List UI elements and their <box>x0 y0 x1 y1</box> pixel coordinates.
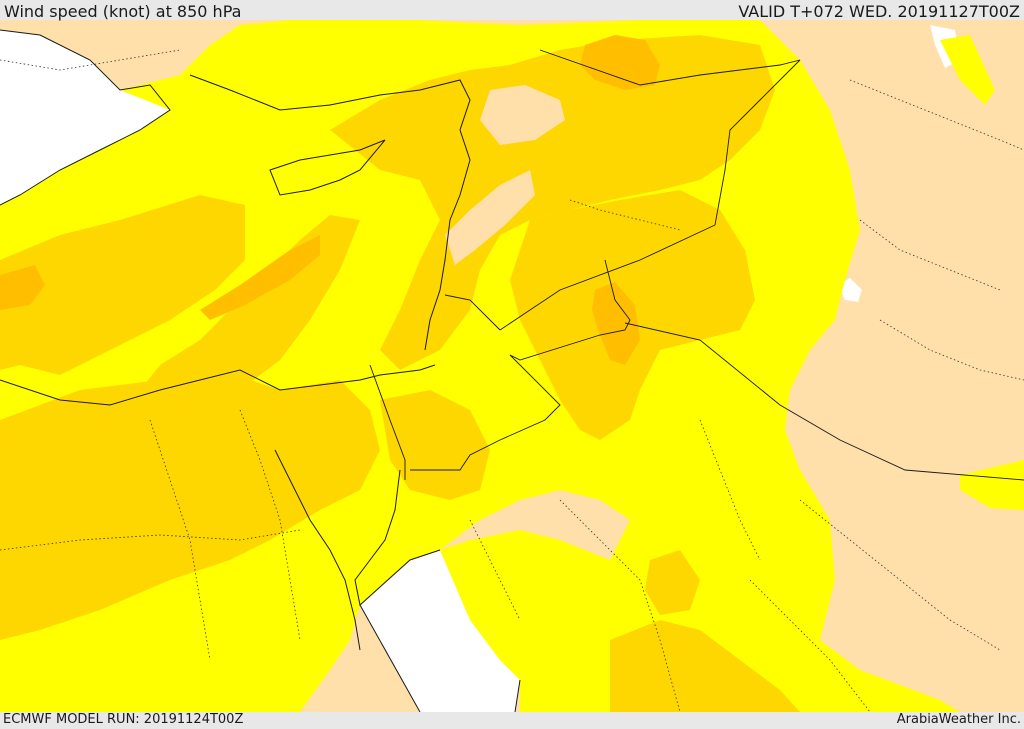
wind-band-yellow-east <box>960 460 1024 510</box>
sea-red-sea <box>360 550 520 712</box>
political-borders <box>369 49 1024 481</box>
wind-band-gold-pocket <box>645 550 700 615</box>
model-run-label: ECMWF MODEL RUN: 20191124T00Z <box>3 712 244 727</box>
province-boundaries <box>0 49 1024 712</box>
wind-band-gold-south <box>0 370 380 640</box>
calm-patch-sinai-south <box>440 490 630 560</box>
wind-speed-map <box>0 20 1024 712</box>
wind-band-gold-west <box>0 195 245 375</box>
calm-patch-levant-valley <box>445 170 535 265</box>
credit-label: ArabiaWeather Inc. <box>896 712 1021 727</box>
wind-core-orange-northeast <box>580 35 660 90</box>
wind-core-orange-diagonal <box>200 235 320 320</box>
wind-band-gold-north <box>330 35 775 370</box>
wind-band-gold-southeast <box>610 620 800 712</box>
calm-patch-northwest <box>480 85 565 145</box>
wind-core-orange-west <box>0 265 45 310</box>
wind-band-gold-delta <box>380 390 490 500</box>
sea-mediterranean-northwest <box>0 30 170 205</box>
coastlines <box>0 29 521 712</box>
wind-band-yellow-northeast <box>940 35 995 105</box>
map-title: Wind speed (knot) at 850 hPa <box>4 2 242 21</box>
wind-core-orange-central <box>592 282 640 365</box>
valid-time-label: VALID T+072 WED. 20191127T00Z <box>738 2 1020 21</box>
